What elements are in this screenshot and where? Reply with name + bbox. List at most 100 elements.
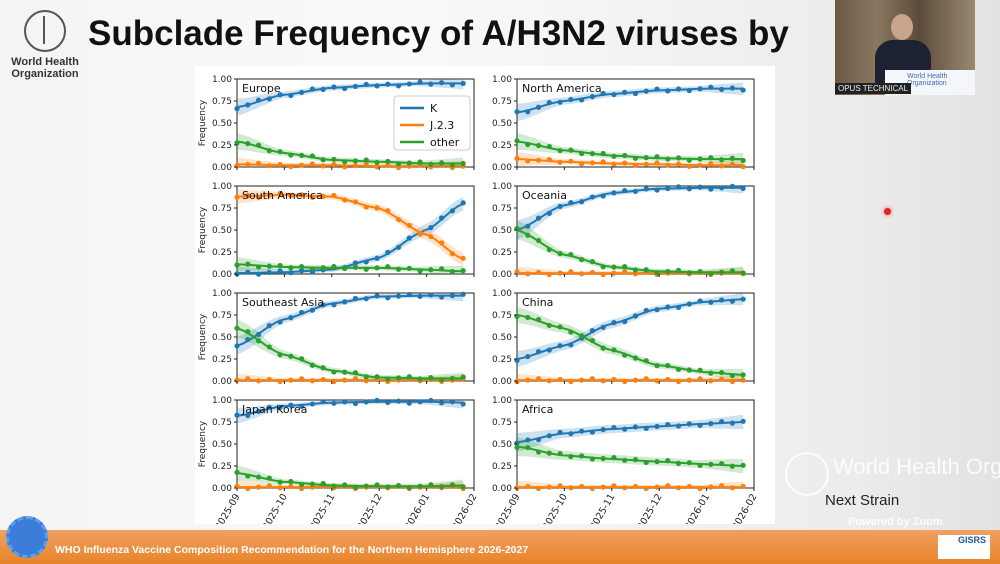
data-point: [611, 161, 617, 167]
series-other: [514, 306, 746, 381]
data-point: [600, 264, 606, 270]
data-point: [546, 450, 552, 456]
data-point: [654, 86, 660, 92]
data-point: [277, 262, 283, 269]
x-tick-label: 2026-01: [683, 492, 712, 524]
data-point: [546, 322, 552, 329]
data-point: [622, 378, 628, 385]
data-point: [266, 96, 272, 102]
data-point: [374, 482, 380, 488]
data-point: [643, 425, 649, 431]
axes-frame: [236, 399, 475, 489]
data-point: [632, 90, 639, 97]
panel-africa: Africa 0.00 0.25 0.50 0.75 1.00 2025-09 2025-10…: [492, 396, 760, 524]
data-point: [352, 158, 359, 164]
data-point: [600, 150, 606, 157]
data-point: [654, 154, 660, 160]
data-point: [331, 302, 337, 308]
data-point: [363, 157, 369, 163]
data-point: [277, 479, 283, 485]
confidence-band: [517, 133, 744, 166]
data-point: [320, 376, 326, 383]
panel-north-america: North America 0.00 0.25 0.50 0.75 1.00: [492, 75, 755, 173]
data-point: [417, 268, 423, 274]
data-point: [568, 329, 574, 335]
data-point: [449, 208, 455, 214]
data-point: [266, 483, 272, 489]
data-point: [460, 484, 466, 490]
data-point: [288, 353, 294, 359]
data-point: [374, 374, 380, 380]
data-point: [352, 400, 359, 407]
data-point: [589, 485, 595, 492]
data-point: [643, 358, 649, 364]
data-point: [406, 291, 412, 298]
data-point: [686, 483, 692, 490]
data-point: [374, 255, 380, 261]
data-point: [535, 437, 542, 443]
data-point: [320, 193, 326, 199]
data-point: [632, 271, 639, 277]
series-J.2.3: [234, 189, 466, 266]
data-point: [449, 399, 455, 405]
data-point: [439, 80, 445, 86]
data-point: [611, 91, 617, 98]
data-point: [557, 429, 563, 436]
data-point: [460, 401, 466, 407]
y-tick-label: 0.25: [492, 248, 512, 258]
data-point: [654, 423, 660, 430]
data-point: [395, 164, 402, 171]
y-tick-label: 0.75: [212, 204, 232, 214]
footer-text: WHO Influenza Vaccine Composition Recomm…: [55, 544, 529, 556]
data-point: [729, 378, 735, 385]
data-point: [514, 155, 520, 161]
data-point: [234, 105, 240, 112]
y-tick-label: 1.00: [492, 75, 512, 85]
y-tick-label: 0.75: [492, 204, 512, 214]
data-point: [374, 265, 380, 271]
data-point: [428, 292, 434, 298]
data-point: [417, 231, 423, 237]
y-tick-label: 0.50: [212, 333, 232, 343]
data-point: [579, 161, 585, 167]
data-point: [277, 268, 283, 274]
data-point: [428, 397, 434, 404]
data-point: [525, 444, 531, 451]
data-point: [665, 304, 671, 310]
series-K: [514, 414, 746, 452]
data-point: [665, 376, 671, 383]
data-point: [449, 162, 455, 168]
data-point: [352, 163, 359, 169]
data-point: [428, 375, 434, 381]
data-point: [589, 376, 595, 382]
data-point: [288, 193, 294, 199]
data-point: [266, 475, 272, 481]
data-point: [740, 372, 746, 378]
data-point: [686, 377, 692, 383]
data-point: [309, 266, 315, 272]
x-tick-label: 2025-12: [635, 492, 664, 524]
data-point: [579, 453, 585, 459]
panel-europe: Europe Frequency 0.00 0.25 0.50 0.75 1.00 K J.2.…: [198, 75, 475, 173]
data-point: [525, 271, 531, 277]
data-point: [600, 90, 606, 97]
series-other: [234, 319, 466, 383]
data-point: [697, 162, 703, 168]
data-point: [740, 296, 746, 302]
data-point: [535, 316, 542, 323]
data-point: [406, 485, 412, 491]
speaker-video[interactable]: World Health Organization OPUS TECHNICAL: [835, 0, 975, 95]
data-point: [277, 404, 283, 410]
data-point: [449, 375, 455, 381]
data-point: [535, 104, 542, 110]
fit-line: [516, 87, 744, 114]
data-point: [665, 88, 671, 94]
data-point: [535, 376, 542, 382]
data-point: [299, 268, 305, 274]
data-point: [654, 378, 660, 384]
data-point: [363, 399, 369, 405]
data-point: [374, 205, 380, 211]
data-point: [331, 483, 337, 489]
data-point: [299, 152, 305, 158]
data-point: [589, 328, 595, 334]
